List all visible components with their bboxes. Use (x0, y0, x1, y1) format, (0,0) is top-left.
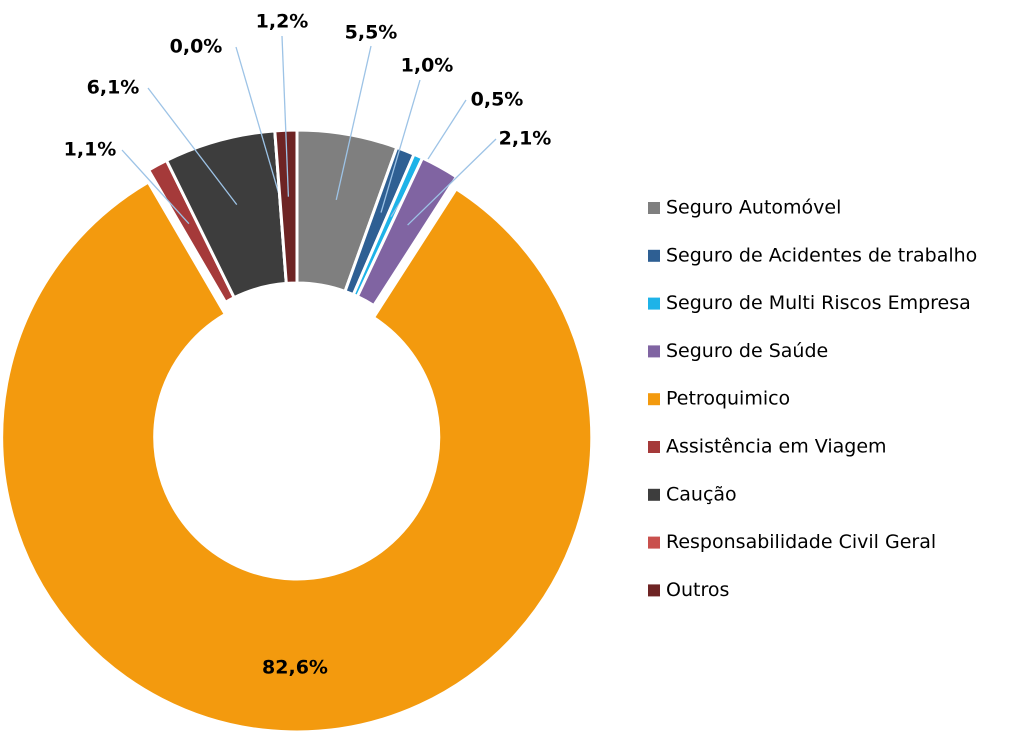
legend-swatch (648, 393, 660, 406)
data-label: 0,5% (471, 89, 524, 111)
legend-label: Seguro Automóvel (666, 197, 841, 219)
leader-line (121, 149, 190, 225)
data-label: 1,0% (401, 55, 454, 77)
data-label: 2,1% (499, 128, 552, 150)
donut-slice (355, 156, 459, 308)
legend-label: Petroquimico (666, 388, 790, 410)
legend-swatch (648, 536, 660, 549)
data-label: 1,2% (256, 11, 309, 33)
legend-label: Caução (666, 483, 737, 505)
leader-line (235, 46, 281, 198)
legend-swatch (648, 345, 660, 358)
legend-label: Seguro de Multi Riscos Empresa (666, 292, 971, 314)
data-label: 82,6% (262, 657, 328, 679)
legend-swatch (648, 202, 660, 214)
legend-label: Responsabilidade Civil Geral (666, 531, 936, 553)
legend-swatch (648, 441, 660, 453)
legend-swatch (648, 488, 660, 501)
data-label: 5,5% (345, 22, 398, 44)
legend-swatch (648, 249, 660, 262)
leader-line (407, 138, 497, 226)
data-label: 6,1% (87, 77, 140, 99)
legend-label: Seguro de Saúde (666, 340, 828, 362)
data-label: 1,1% (64, 139, 117, 161)
legend-swatch (648, 297, 660, 310)
donut-slice (0, 180, 594, 734)
data-label: 0,0% (170, 36, 223, 58)
legend-label: Outros (666, 579, 729, 601)
leader-line (281, 35, 290, 197)
leader-line (380, 79, 421, 213)
donut-slice (273, 128, 299, 286)
legend-swatch (648, 584, 660, 597)
legend-label: Assistência em Viagem (666, 436, 887, 458)
leader-line (147, 87, 238, 205)
legend-label: Seguro de Acidentes de trabalho (666, 244, 977, 266)
leader-line (335, 45, 372, 201)
